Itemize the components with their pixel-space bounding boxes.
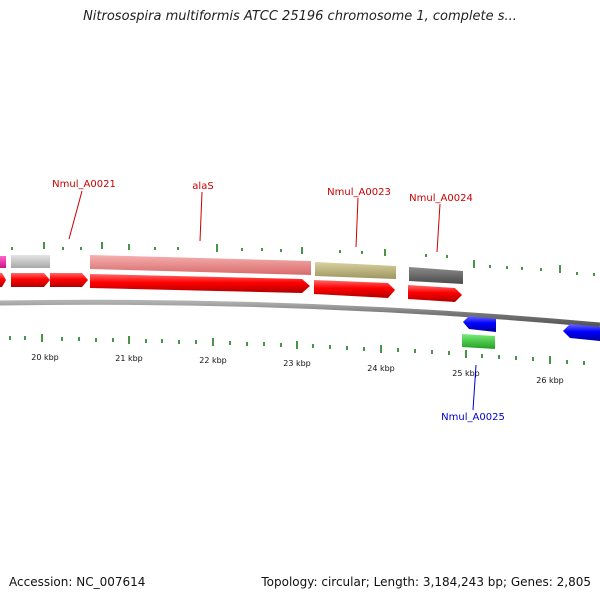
scale-label: 20 kbp bbox=[31, 353, 59, 362]
cds-arrow[interactable] bbox=[90, 274, 310, 293]
lower-tick-row bbox=[9, 334, 585, 365]
cds-arrow-reverse[interactable] bbox=[463, 316, 496, 332]
gene-label[interactable]: Nmul_A0024 bbox=[409, 193, 473, 204]
gene-label[interactable]: Nmul_A0023 bbox=[327, 187, 391, 198]
map-title: Nitrosospira multiformis ATCC 25196 chro… bbox=[83, 9, 517, 24]
scale-label: 21 kbp bbox=[115, 354, 143, 363]
gene-label[interactable]: alaS bbox=[192, 181, 213, 192]
genome-backbone bbox=[0, 299, 600, 328]
scale-label: 26 kbp bbox=[536, 376, 564, 385]
gene-block[interactable] bbox=[409, 267, 463, 284]
cds-arrow[interactable] bbox=[0, 273, 6, 287]
gene-block-nmul-a0025[interactable] bbox=[462, 334, 495, 349]
cds-arrow[interactable] bbox=[50, 273, 88, 287]
gene-labels: Nmul_A0021 alaS Nmul_A0023 Nmul_A0024 Nm… bbox=[52, 179, 505, 423]
scale-label: 22 kbp bbox=[199, 356, 227, 365]
gene-block[interactable] bbox=[11, 255, 50, 268]
label-leaders bbox=[68, 190, 477, 411]
accession-text: Accession: NC_007614 bbox=[9, 575, 146, 589]
gene-block-alaS[interactable] bbox=[90, 255, 311, 275]
upper-tick-row bbox=[11, 242, 595, 276]
scale-label: 23 kbp bbox=[283, 359, 311, 368]
reverse-cds-ring bbox=[462, 316, 600, 349]
cds-arrow[interactable] bbox=[11, 273, 50, 287]
forward-cds-ring bbox=[0, 273, 462, 302]
gene-label[interactable]: Nmul_A0025 bbox=[441, 412, 505, 423]
genome-summary-text: Topology: circular; Length: 3,184,243 bp… bbox=[261, 575, 591, 589]
scale-labels: 20 kbp 21 kbp 22 kbp 23 kbp 24 kbp 25 kb… bbox=[31, 353, 564, 385]
gene-label[interactable]: Nmul_A0021 bbox=[52, 179, 116, 190]
cds-arrow[interactable] bbox=[408, 285, 462, 302]
cds-arrow[interactable] bbox=[314, 280, 395, 298]
gene-block[interactable] bbox=[0, 256, 6, 268]
feature-ring bbox=[0, 255, 463, 284]
scale-label: 24 kbp bbox=[367, 364, 395, 373]
scale-label: 25 kbp bbox=[452, 369, 480, 378]
cds-arrow-reverse[interactable] bbox=[563, 324, 600, 341]
gene-block[interactable] bbox=[315, 262, 396, 279]
